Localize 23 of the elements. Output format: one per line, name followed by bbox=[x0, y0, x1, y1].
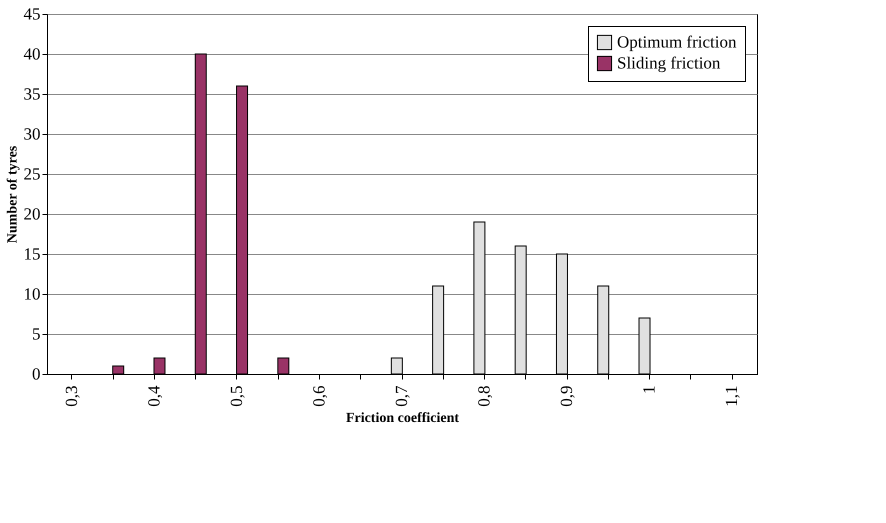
y-tick-label: 25 bbox=[24, 164, 40, 184]
x-tick-label: 0,8 bbox=[474, 386, 494, 407]
y-tick-label: 15 bbox=[24, 244, 40, 264]
x-tick-label: 1,1 bbox=[722, 386, 742, 407]
y-tick-label: 20 bbox=[24, 204, 40, 224]
x-tick-label: 0,9 bbox=[557, 386, 576, 407]
y-axis-title: Number of tyres bbox=[6, 145, 20, 244]
x-tick-label: 0,5 bbox=[226, 386, 246, 407]
x-tick-label: 0,7 bbox=[392, 385, 411, 407]
x-axis-title: Friction coefficient bbox=[346, 410, 460, 426]
y-tick-label: 45 bbox=[24, 4, 40, 24]
y-tick-label: 5 bbox=[32, 324, 40, 344]
legend-label: Sliding friction bbox=[617, 54, 721, 72]
y-tick-label: 35 bbox=[24, 84, 40, 104]
x-tick-label: 1 bbox=[640, 386, 659, 394]
y-tick-label: 10 bbox=[24, 284, 40, 304]
x-tick-label: 0,6 bbox=[309, 386, 328, 407]
x-tick-label: 0,3 bbox=[62, 386, 81, 407]
y-tick-label: 40 bbox=[24, 44, 40, 64]
legend-label: Optimum friction bbox=[617, 32, 737, 52]
x-tick-label: 0,4 bbox=[144, 385, 164, 407]
y-tick-label: 30 bbox=[24, 124, 40, 144]
y-tick-label: 0 bbox=[32, 364, 40, 384]
